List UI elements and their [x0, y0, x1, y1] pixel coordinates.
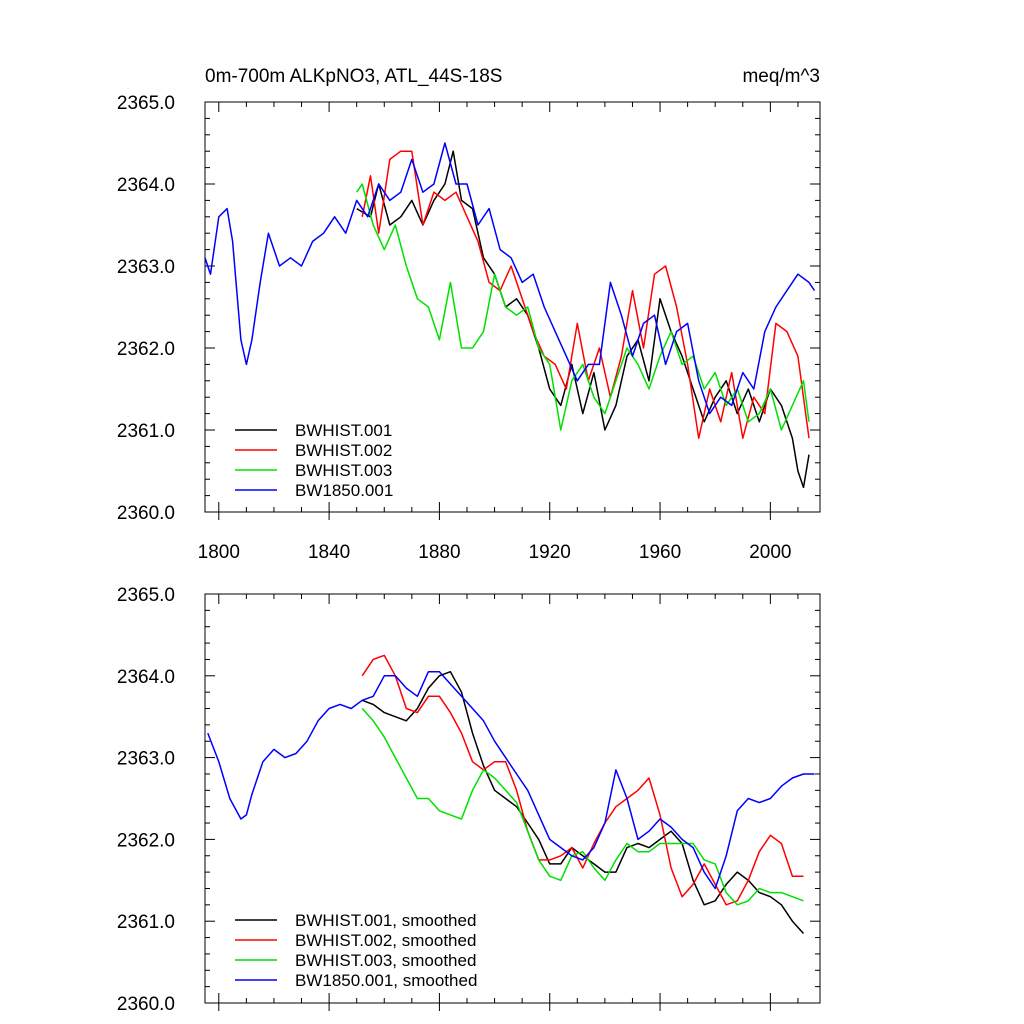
- y-tick-label: 2364.0: [117, 667, 175, 688]
- legend-label-3: BWHIST.003: [295, 461, 392, 480]
- legend-label-2: BWHIST.002, smoothed: [295, 931, 476, 950]
- x-tick-label: 1920: [529, 542, 571, 563]
- series-line-2: [361, 654, 804, 906]
- legend-label-4: BW1850.001: [295, 481, 393, 500]
- plot-frame: [204, 593, 821, 1004]
- legend-label-1: BWHIST.001: [295, 421, 392, 440]
- y-tick-label: 2364.0: [117, 175, 175, 196]
- y-tick-label: 2365.0: [117, 585, 175, 606]
- y-tick-label: 2361.0: [117, 421, 175, 442]
- series-line-2: [361, 150, 810, 439]
- x-tick-label: 1800: [198, 542, 240, 563]
- series-line-4: [207, 670, 815, 890]
- y-tick-label: 2365.0: [117, 93, 175, 114]
- series-line-1: [361, 670, 805, 935]
- y-tick-label: 2362.0: [117, 339, 175, 360]
- x-tick-label: 1840: [308, 542, 350, 563]
- y-tick-label: 2360.0: [117, 994, 175, 1015]
- series-line-1: [356, 150, 810, 489]
- plot-frame: [204, 101, 821, 513]
- panel-2: 2360.0 2361.0 2362.0 2363.0 2364.0 2365.0 BWHI…: [117, 585, 821, 1015]
- series-line-3: [361, 708, 804, 906]
- chart-title: 0m-700m ALKpNO3, ATL_44S-18S: [205, 66, 502, 87]
- x-tick-label: 1880: [418, 542, 460, 563]
- legend-label-2: BWHIST.002: [295, 441, 392, 460]
- y-tick-label: 2363.0: [117, 257, 175, 278]
- legend-label-3: BWHIST.003, smoothed: [295, 951, 476, 970]
- x-tick-label: 2000: [749, 542, 791, 563]
- y-tick-label: 2363.0: [117, 749, 175, 770]
- x-tick-label: 1960: [639, 542, 681, 563]
- series-line-4: [205, 142, 816, 415]
- y-tick-label: 2360.0: [117, 503, 175, 524]
- y-tick-label: 2361.0: [117, 912, 175, 933]
- legend-label-1: BWHIST.001, smoothed: [295, 911, 476, 930]
- panel-1: 2360.0 2361.0 2362.0 2363.0 2364.0 2365.0 1800…: [117, 66, 821, 563]
- y-tick-label: 2362.0: [117, 830, 175, 851]
- units-label: meq/m^3: [742, 66, 820, 87]
- legend-label-4: BW1850.001, smoothed: [295, 971, 477, 990]
